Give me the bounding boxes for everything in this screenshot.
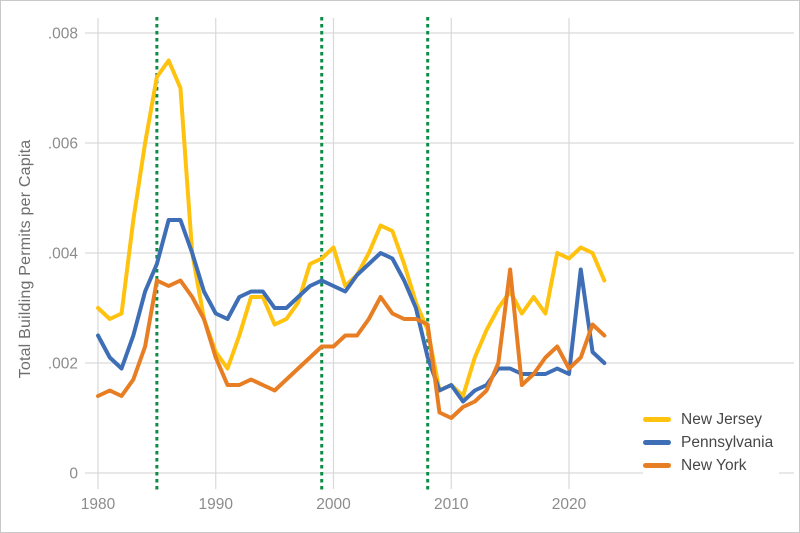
legend-label-pennsylvania: Pennsylvania bbox=[681, 433, 774, 451]
x-tick-label: 1990 bbox=[199, 496, 234, 513]
x-tick-label: 2000 bbox=[316, 496, 351, 513]
y-tick-label: .008 bbox=[48, 26, 78, 43]
legend-item-pennsylvania: Pennsylvania bbox=[643, 431, 773, 454]
legend: New Jersey Pennsylvania New York bbox=[643, 406, 780, 481]
legend-swatch-new-york bbox=[643, 463, 671, 468]
legend-label-new-york: New York bbox=[681, 456, 747, 474]
legend-label-new-jersey: New Jersey bbox=[681, 410, 762, 428]
x-tick-label: 1980 bbox=[81, 496, 116, 513]
y-tick-label: .006 bbox=[48, 136, 78, 153]
y-tick-label: .004 bbox=[48, 246, 79, 263]
y-axis-title: Total Building Permits per Capita bbox=[17, 139, 34, 379]
legend-item-new-jersey: New Jersey bbox=[643, 408, 773, 431]
legend-swatch-pennsylvania bbox=[643, 440, 671, 445]
legend-item-new-york: New York bbox=[643, 454, 773, 477]
series-line-new-jersey bbox=[96, 58, 607, 398]
x-tick-label: 2020 bbox=[552, 496, 587, 513]
series-line-new-york bbox=[96, 267, 607, 420]
legend-swatch-new-jersey bbox=[643, 417, 671, 422]
y-tick-label: .002 bbox=[48, 356, 78, 373]
series-line-pennsylvania bbox=[96, 218, 607, 404]
x-tick-label: 2010 bbox=[434, 496, 469, 513]
y-tick-label: 0 bbox=[69, 466, 78, 483]
